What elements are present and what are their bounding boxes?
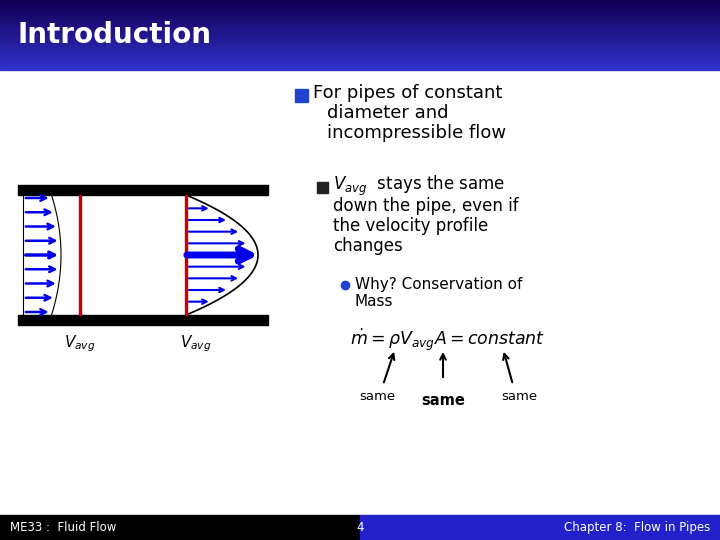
Bar (0, 38, 720, 39)
Text: same: same (421, 393, 465, 408)
Bar (0, 52, 720, 53)
Bar (0, 50, 720, 51)
Bar (295, 89, 308, 102)
Bar (0, 63, 720, 64)
Bar (0, 10, 720, 11)
Bar (0, 29, 720, 30)
Text: changes: changes (333, 237, 402, 255)
Bar (0, 21, 720, 22)
Bar (0, 65, 720, 66)
Bar (18, 315, 268, 325)
Text: $V_{avg}$  stays the same: $V_{avg}$ stays the same (333, 174, 505, 198)
Bar (0, 0, 720, 1)
Bar (317, 181, 328, 192)
Bar (0, 56, 720, 57)
Bar (0, 22, 720, 23)
Bar (0, 4, 720, 5)
Text: same: same (501, 390, 537, 403)
Bar (0, 30, 720, 31)
Bar (0, 15, 720, 16)
Bar (0, 28, 720, 29)
Text: Introduction: Introduction (18, 21, 212, 49)
Bar (0, 23, 720, 24)
Text: $V_{avg}$: $V_{avg}$ (64, 333, 96, 354)
Bar (0, 48, 720, 49)
Bar (0, 51, 720, 52)
Text: same: same (359, 390, 395, 403)
Text: Chapter 8:  Flow in Pipes: Chapter 8: Flow in Pipes (564, 521, 710, 534)
Bar (0, 45, 720, 46)
Bar (0, 33, 720, 34)
Bar (0, 68, 720, 69)
Bar (0, 27, 720, 28)
Bar (0, 18, 720, 19)
Bar (0, 40, 720, 41)
Bar (0, 55, 720, 56)
Text: $\dot{m} = \rho V_{avg} A = constant$: $\dot{m} = \rho V_{avg} A = constant$ (350, 327, 545, 353)
Bar (0, 14, 720, 15)
Bar (0, 11, 720, 12)
Bar (0, 7, 720, 8)
Bar (0, 49, 720, 50)
Bar (0, 9, 720, 10)
Bar (0, 16, 720, 17)
Bar (0, 12, 720, 13)
Text: the velocity profile: the velocity profile (333, 217, 488, 235)
Bar (0, 515, 360, 540)
Bar (0, 1, 720, 2)
Bar (18, 185, 268, 195)
Bar (0, 39, 720, 40)
Bar (0, 58, 720, 59)
Bar (0, 53, 720, 54)
Bar (0, 57, 720, 58)
Bar (79, 195, 81, 315)
Bar (0, 32, 720, 33)
Text: 4: 4 (356, 521, 364, 534)
Bar (0, 8, 720, 9)
Text: down the pipe, even if: down the pipe, even if (333, 197, 518, 215)
Bar (18, 195, 268, 315)
Text: $V_{avg}$: $V_{avg}$ (180, 333, 212, 354)
Bar (0, 6, 720, 7)
Bar (0, 61, 720, 62)
Bar (0, 59, 720, 60)
Bar (0, 3, 720, 4)
Bar (0, 47, 720, 48)
Text: Mass: Mass (355, 294, 394, 309)
Text: diameter and: diameter and (327, 104, 449, 122)
Bar (0, 54, 720, 55)
Bar (0, 5, 720, 6)
Bar (0, 42, 720, 43)
Bar (360, 515, 720, 540)
Bar (0, 60, 720, 61)
Bar (0, 44, 720, 45)
Bar (0, 2, 720, 3)
Bar (0, 64, 720, 65)
Bar (0, 36, 720, 37)
Bar (0, 31, 720, 32)
Bar (0, 17, 720, 18)
Bar (0, 43, 720, 44)
Text: incompressible flow: incompressible flow (327, 124, 506, 142)
Bar (0, 20, 720, 21)
Bar (0, 34, 720, 35)
Text: For pipes of constant: For pipes of constant (313, 84, 503, 102)
Bar (0, 25, 720, 26)
Bar (0, 37, 720, 38)
Bar (0, 26, 720, 27)
Bar (185, 195, 187, 315)
Bar (0, 67, 720, 68)
Bar (0, 19, 720, 20)
Bar (0, 13, 720, 14)
Bar (0, 41, 720, 42)
Text: ME33 :  Fluid Flow: ME33 : Fluid Flow (10, 521, 117, 534)
Bar (0, 46, 720, 47)
Bar (0, 66, 720, 67)
Bar (0, 69, 720, 70)
Bar (0, 35, 720, 36)
Text: Why? Conservation of: Why? Conservation of (355, 276, 523, 292)
Bar (0, 62, 720, 63)
Bar (0, 24, 720, 25)
